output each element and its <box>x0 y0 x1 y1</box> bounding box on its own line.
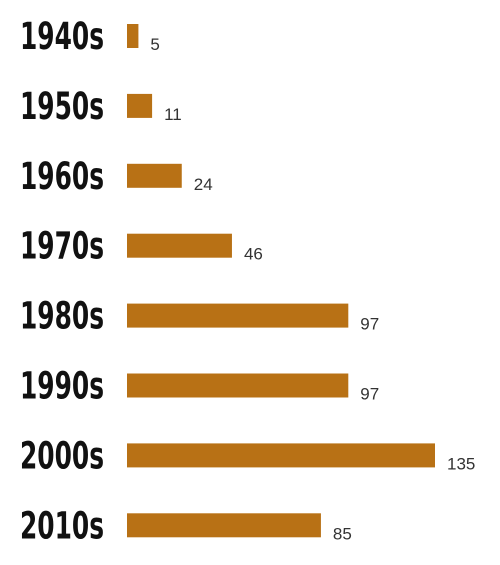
category-label: 1990s <box>20 365 104 408</box>
bar <box>127 373 349 398</box>
bar <box>127 93 153 118</box>
category-label: 1980s <box>20 295 104 338</box>
value-label: 11 <box>164 105 182 124</box>
category-label: 1950s <box>20 85 104 128</box>
value-label: 97 <box>360 315 379 334</box>
bar <box>127 233 232 258</box>
value-label: 46 <box>244 245 263 264</box>
category-label: 2010s <box>20 504 104 547</box>
bar <box>127 443 435 468</box>
bar <box>127 303 349 328</box>
bar <box>127 24 139 48</box>
value-label: 97 <box>360 385 379 404</box>
category-label: 1940s <box>20 15 104 58</box>
category-label: 2000s <box>20 434 104 477</box>
value-labels: 5 11 24 46 97 97 135 85 <box>150 35 475 543</box>
value-label: 5 <box>150 35 159 54</box>
bar <box>127 163 182 188</box>
bars <box>127 24 435 538</box>
value-label: 135 <box>447 454 475 473</box>
category-labels: 1940s 1950s 1960s 1970s 1980s 1990s 2000s 2010s <box>20 15 104 547</box>
value-label: 85 <box>333 524 352 543</box>
value-label: 24 <box>194 175 213 194</box>
bar <box>127 513 321 538</box>
category-label: 1970s <box>20 225 104 268</box>
category-label: 1960s <box>20 155 104 198</box>
